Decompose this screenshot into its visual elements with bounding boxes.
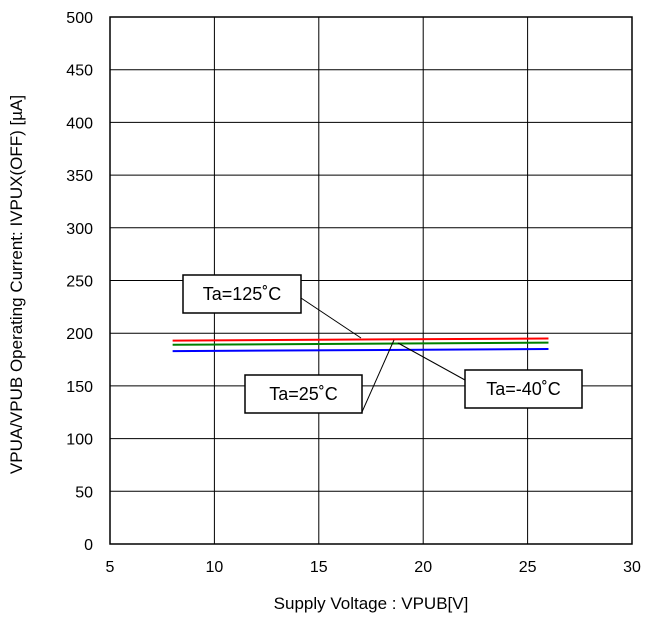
series-line-2 xyxy=(172,348,549,353)
y-tick-label: 400 xyxy=(66,115,93,132)
callout-box xyxy=(182,274,302,314)
y-tick-label: 50 xyxy=(75,484,93,501)
x-tick-label: 15 xyxy=(310,559,328,576)
x-tick-label: 20 xyxy=(414,559,432,576)
series-line-1 xyxy=(172,341,549,346)
y-tick-label: 100 xyxy=(66,432,93,449)
y-axis-title: VPUA/VPUB Operating Current: IVPUX(OFF) … xyxy=(7,95,26,474)
x-tick-label: 25 xyxy=(519,559,537,576)
y-tick-label: 250 xyxy=(66,274,93,291)
callout-leader xyxy=(397,342,466,381)
y-tick-label: 450 xyxy=(66,63,93,80)
annotations: Ta=125˚C Ta=25˚C Ta=-40˚C xyxy=(182,274,583,414)
tick-labels: 5 10 15 20 25 3005010015020025030035040045050… xyxy=(66,10,641,576)
series-line-0 xyxy=(172,337,549,342)
callout-label: Ta=125˚C xyxy=(203,284,282,304)
callout-leader xyxy=(300,297,362,339)
y-tick-label: 500 xyxy=(66,10,93,27)
y-tick-label: 300 xyxy=(66,221,93,238)
y-tick-label: 0 xyxy=(84,537,93,554)
y-tick-label: 200 xyxy=(66,326,93,343)
y-tick-label: 350 xyxy=(66,168,93,185)
callout-label: Ta=25˚C xyxy=(269,384,338,404)
callout-label: Ta=-40˚C xyxy=(486,379,561,399)
x-axis-title: Supply Voltage : VPUB[V] xyxy=(274,594,469,613)
callout-box xyxy=(464,369,583,409)
series-lines xyxy=(172,337,549,353)
callout-box xyxy=(244,374,363,414)
callout-leader xyxy=(361,339,395,413)
grid xyxy=(110,17,632,544)
x-tick-label: 30 xyxy=(623,559,641,576)
x-tick-label: 10 xyxy=(206,559,224,576)
x-tick-label: 5 xyxy=(106,559,115,576)
y-tick-label: 150 xyxy=(66,379,93,396)
plot-frame xyxy=(109,16,633,545)
